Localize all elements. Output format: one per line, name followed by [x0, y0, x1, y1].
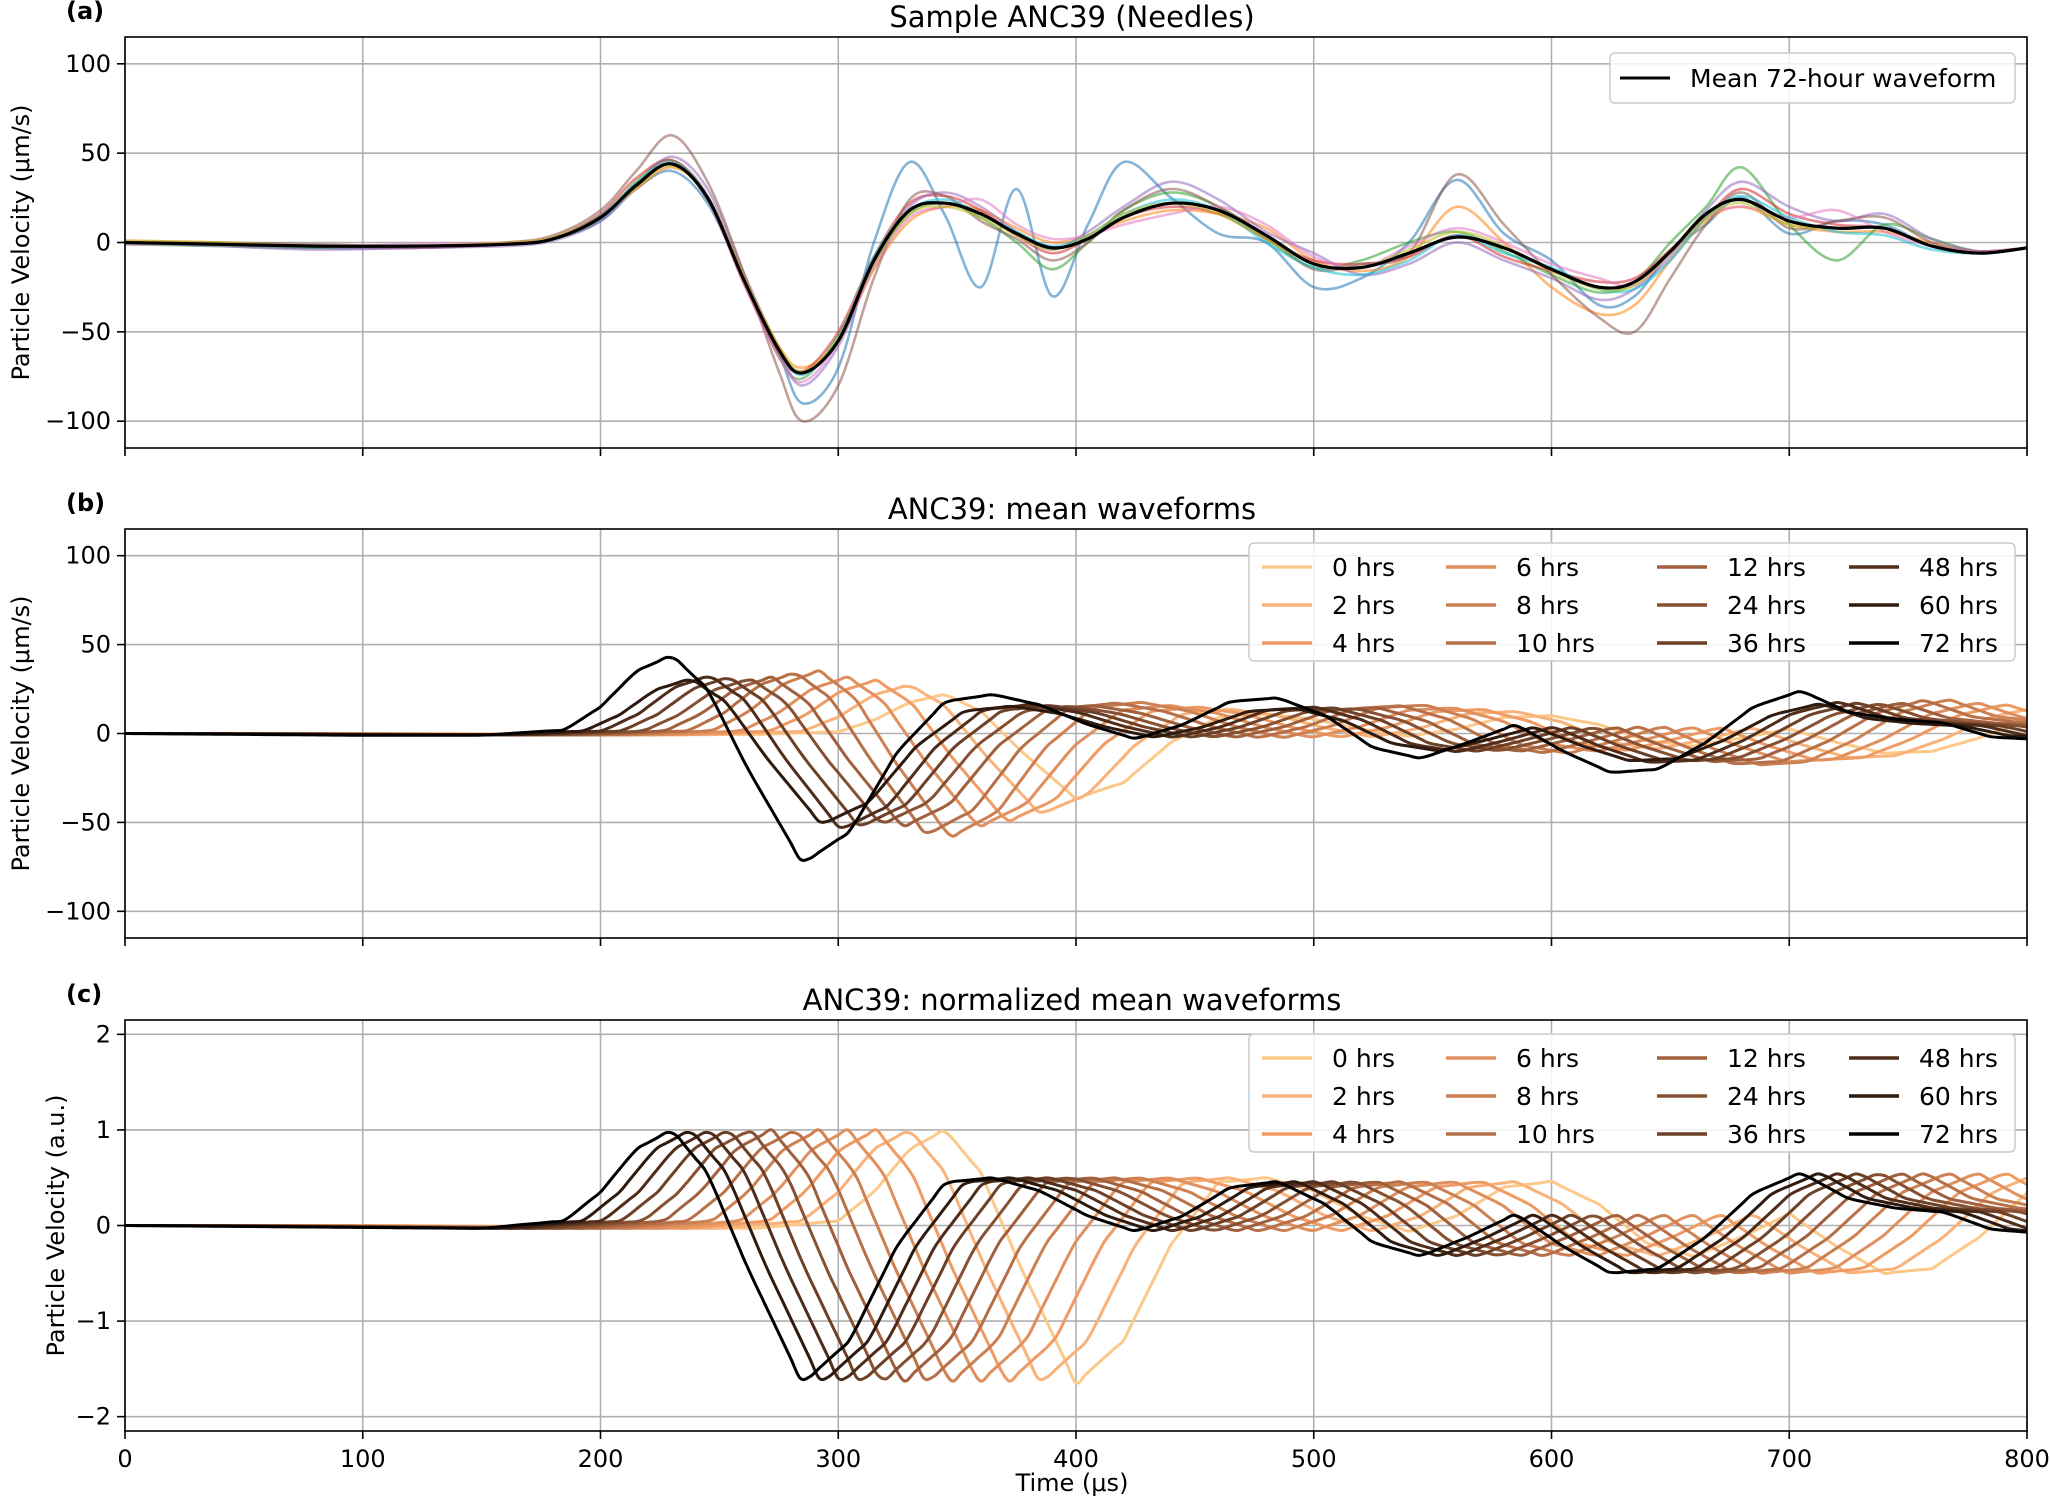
- x-tick-label: 600: [1529, 1445, 1575, 1473]
- y-tick-label: −50: [60, 808, 111, 836]
- x-tick-label: 100: [340, 1445, 386, 1473]
- legend-box: [1609, 52, 2016, 104]
- legend-entry-label: 8 hrs: [1516, 591, 1579, 620]
- panel-label: (b): [66, 489, 105, 517]
- panel-c: 0 100 200 300 400 500 600 700 800 −2 −1 0 1 2 ANC39: n…: [42, 980, 2050, 1497]
- panel-title: ANC39: mean waveforms: [888, 492, 1256, 526]
- panel-label: (a): [66, 0, 104, 25]
- x-tick-label: 0: [117, 1445, 132, 1473]
- panel-b: −100 −50 0 50 100 ANC39: mean waveforms (b) Par…: [7, 489, 2028, 946]
- x-tick-label: 500: [1291, 1445, 1337, 1473]
- legend-entry-label: 60 hrs: [1919, 591, 1998, 620]
- legend-entry-label: 72 hrs: [1919, 1120, 1998, 1149]
- y-tick-label: 1: [96, 1116, 111, 1144]
- legend-entry-label: 60 hrs: [1919, 1082, 1998, 1111]
- series-line-72-hrs: [125, 655, 2027, 862]
- y-tick-label: 0: [96, 229, 111, 257]
- legend: 0 hrs 2 hrs 4 hrs 6 hrs 8 hrs 10 hrs 12 hrs 24 …: [1248, 1033, 2016, 1153]
- legend-entry-label: 12 hrs: [1727, 553, 1806, 582]
- legend-entry-label: 6 hrs: [1516, 1044, 1579, 1073]
- legend-entry-label: 48 hrs: [1919, 1044, 1998, 1073]
- legend-entry-label: 6 hrs: [1516, 553, 1579, 582]
- legend-entry-label: 12 hrs: [1727, 1044, 1806, 1073]
- y-tick-label: 50: [80, 139, 111, 167]
- legend-entry-label: 24 hrs: [1727, 1082, 1806, 1111]
- panel-title: ANC39: normalized mean waveforms: [803, 983, 1342, 1017]
- y-axis-label: Particle Velocity (a.u.): [42, 1095, 70, 1357]
- y-tick-label: −2: [76, 1403, 111, 1431]
- legend-entry-label: 10 hrs: [1516, 1120, 1595, 1149]
- legend-box: [1248, 542, 2016, 662]
- legend-entry-label: 72 hrs: [1919, 629, 1998, 658]
- legend: 0 hrs 2 hrs 4 hrs 6 hrs 8 hrs 10 hrs 12 hrs 24 …: [1248, 542, 2016, 662]
- legend-entry-label: 2 hrs: [1332, 1082, 1395, 1111]
- panel-label: (c): [66, 980, 102, 1008]
- legend-entry-label: 24 hrs: [1727, 591, 1806, 620]
- x-tick-label: 200: [578, 1445, 624, 1473]
- x-tick-label: 800: [2004, 1445, 2050, 1473]
- y-tick-label: −100: [45, 407, 111, 435]
- legend: Mean 72-hour waveform: [1609, 52, 2016, 104]
- y-tick-label: 50: [80, 631, 111, 659]
- series-group: [125, 1128, 2027, 1385]
- y-axis-label: Particle Velocity (μm/s): [7, 104, 35, 380]
- legend-entry-label: 36 hrs: [1727, 1120, 1806, 1149]
- legend-entry-label: 48 hrs: [1919, 553, 1998, 582]
- legend-entry-label: 4 hrs: [1332, 1120, 1395, 1149]
- x-tick-label: 700: [1766, 1445, 1812, 1473]
- legend-entry-label: 2 hrs: [1332, 591, 1395, 620]
- legend-entry-label: 0 hrs: [1332, 1044, 1395, 1073]
- series-line-trial-6: [125, 134, 2027, 423]
- y-tick-label: 0: [96, 1212, 111, 1240]
- y-tick-label: −1: [76, 1307, 111, 1335]
- series-line-mean-72-hour-waveform: [125, 162, 2027, 375]
- y-tick-label: −50: [60, 318, 111, 346]
- series-line-72-hrs: [125, 1130, 2027, 1382]
- series-group: [125, 134, 2027, 423]
- y-tick-label: −100: [45, 897, 111, 925]
- legend-entry-label: 36 hrs: [1727, 629, 1806, 658]
- legend-entry-label: 4 hrs: [1332, 629, 1395, 658]
- x-axis-label: Time (μs): [1015, 1469, 1129, 1497]
- panel-title: Sample ANC39 (Needles): [889, 0, 1254, 34]
- legend-entry-label: Mean 72-hour waveform: [1690, 64, 1996, 93]
- x-tick-label: 400: [1053, 1445, 1099, 1473]
- legend-entry-label: 10 hrs: [1516, 629, 1595, 658]
- legend-entry-label: 0 hrs: [1332, 553, 1395, 582]
- panel-a: −100 −50 0 50 100 Sample ANC39 (Needles) (a) Pa…: [7, 0, 2028, 456]
- x-tick-label: 300: [815, 1445, 861, 1473]
- y-tick-label: 100: [65, 542, 111, 570]
- legend-box: [1248, 1033, 2016, 1153]
- series-group: [125, 655, 2027, 862]
- legend-entry-label: 8 hrs: [1516, 1082, 1579, 1111]
- y-tick-label: 100: [65, 50, 111, 78]
- y-axis-label: Particle Velocity (μm/s): [7, 595, 35, 871]
- y-tick-label: 0: [96, 720, 111, 748]
- y-tick-label: 2: [96, 1020, 111, 1048]
